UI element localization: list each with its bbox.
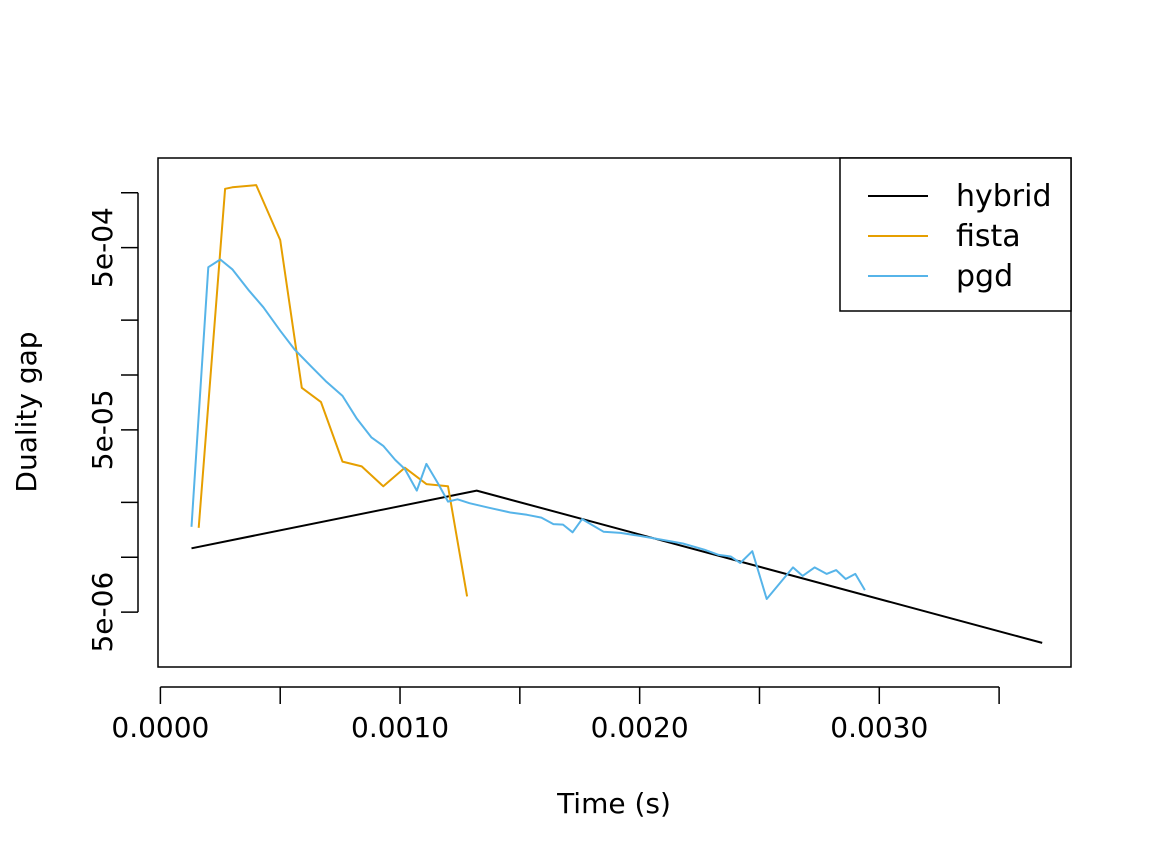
series-line-hybrid [191, 489, 1043, 644]
legend: hybrid fista pgd [839, 157, 1072, 312]
series-line-pgd [190, 258, 866, 600]
y-axis: 5e-06 5e-05 5e-04 [86, 191, 139, 653]
series-line-fista [197, 184, 469, 597]
y-tick-label: 5e-05 [86, 389, 119, 470]
y-axis-title: Duality gap [10, 331, 43, 492]
y-tick-label: 5e-06 [86, 572, 119, 653]
x-tick-label: 0.0020 [591, 711, 689, 744]
legend-label-hybrid: hybrid [956, 179, 1052, 214]
y-tick-label: 5e-04 [86, 207, 119, 288]
legend-box [839, 157, 1072, 312]
x-tick-label: 0.0000 [111, 711, 209, 744]
x-tick-label: 0.0030 [830, 711, 928, 744]
series-layer [190, 184, 1043, 644]
x-axis: 0.0000 0.0010 0.0020 0.0030 [111, 686, 1000, 744]
x-axis-title: Time (s) [556, 787, 671, 820]
x-tick-label: 0.0010 [351, 711, 449, 744]
plot-frame [157, 157, 1072, 668]
legend-label-fista: fista [956, 219, 1021, 254]
legend-label-pgd: pgd [956, 259, 1013, 294]
